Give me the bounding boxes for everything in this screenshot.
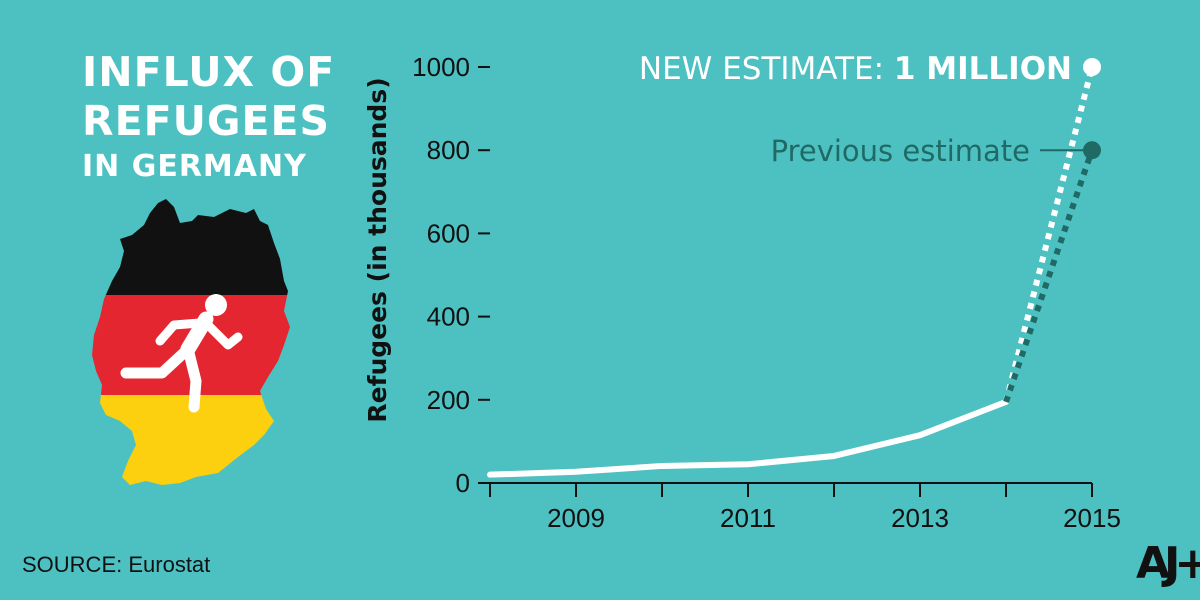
title-line-1: INFLUX OF: [82, 48, 336, 96]
y-tick-label: 400: [427, 302, 470, 332]
y-tick-label: 1000: [412, 52, 470, 82]
title-line-2: REFUGEES: [82, 97, 331, 145]
x-tick-label: 2013: [891, 503, 949, 533]
x-tick-label: 2009: [547, 503, 605, 533]
y-tick-label: 800: [427, 135, 470, 165]
series-line-2: [1003, 149, 1095, 403]
x-tick-label: 2015: [1063, 503, 1121, 533]
y-tick-label: 0: [456, 468, 470, 498]
germany-flag-map-icon: [92, 199, 290, 485]
series-end-point: [1083, 58, 1101, 76]
new-estimate-plain: NEW ESTIMATE:: [639, 51, 894, 87]
ajplus-logo-icon: AJ+: [1136, 538, 1200, 589]
y-tick-label: 600: [427, 218, 470, 248]
new-estimate-label: NEW ESTIMATE: 1 MILLION: [639, 51, 1072, 87]
source-note: SOURCE: Eurostat: [22, 552, 211, 577]
running-person-icon: [120, 294, 243, 413]
new-estimate-bold: 1 MILLION: [894, 51, 1072, 87]
chart-title: INFLUX OF REFUGEES IN GERMANY: [82, 52, 335, 182]
previous-estimate-label: Previous estimate: [771, 134, 1030, 168]
series-line-0: [487, 398, 1009, 478]
series-line-1: [1003, 66, 1095, 403]
x-tick-label: 2011: [720, 503, 776, 533]
y-axis-label: Refugees (in thousands): [363, 77, 392, 422]
y-tick-label: 200: [427, 385, 470, 415]
title-line-3: IN GERMANY: [82, 149, 307, 184]
